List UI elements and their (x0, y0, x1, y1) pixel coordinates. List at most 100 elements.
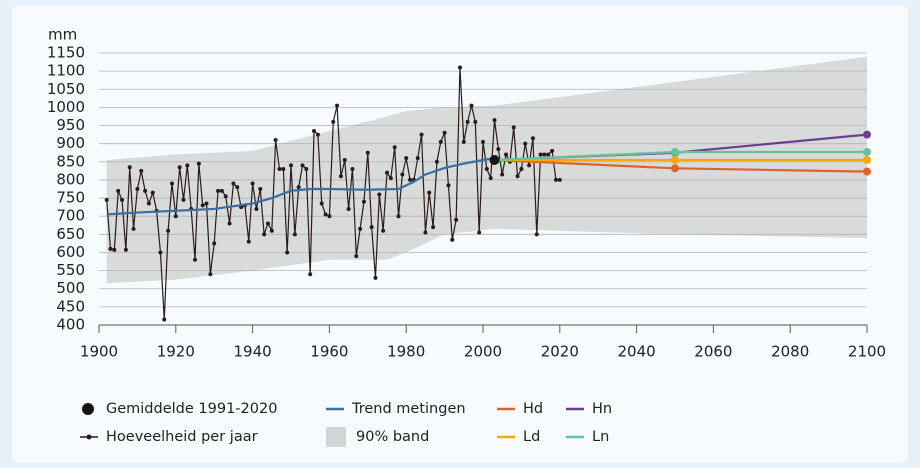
point (227, 221, 232, 226)
point (523, 141, 528, 146)
legend: Gemiddelde 1991-2020 Hoeveelheid per jaar… (80, 401, 612, 447)
legend-label: Ld (523, 429, 540, 445)
y-tick-label: 1150 (47, 44, 85, 62)
point (527, 163, 532, 168)
point (863, 167, 871, 176)
point (123, 247, 128, 252)
legend-label: Ln (592, 429, 609, 445)
point (150, 190, 155, 195)
point (223, 194, 228, 199)
point (388, 176, 393, 181)
point (365, 150, 370, 155)
y-tick-label: 600 (56, 243, 85, 261)
point (350, 167, 355, 172)
x-tick-label: 1940 (234, 343, 272, 361)
point (312, 128, 317, 133)
point (496, 147, 501, 152)
point (323, 212, 328, 217)
point (204, 201, 209, 206)
y-tick-label: 550 (56, 261, 85, 279)
legend-swatch (86, 434, 92, 440)
point (319, 201, 324, 206)
point (158, 250, 163, 255)
point (404, 156, 409, 161)
point (296, 185, 301, 190)
point (504, 152, 509, 157)
point (169, 181, 174, 186)
point (346, 206, 351, 211)
point (434, 159, 439, 164)
x-tick-label: 1960 (310, 343, 348, 361)
point (104, 197, 109, 202)
point (488, 176, 493, 181)
point (120, 197, 125, 202)
point (438, 139, 443, 144)
point (546, 152, 551, 157)
point (338, 174, 343, 179)
point (269, 228, 274, 233)
point (423, 230, 428, 235)
point (671, 148, 679, 157)
legend-label: Hd (523, 401, 543, 417)
point (289, 163, 293, 168)
point (358, 226, 363, 231)
point (396, 214, 401, 219)
point (231, 181, 236, 186)
point (258, 187, 263, 191)
point (542, 152, 547, 157)
point (331, 119, 336, 124)
point (254, 206, 259, 211)
point (454, 217, 459, 222)
y-tick-label: 850 (56, 152, 85, 170)
point (212, 241, 217, 246)
x-tick-label: 2060 (694, 343, 732, 361)
y-tick-label: 1000 (47, 98, 85, 116)
average-point (489, 154, 500, 165)
point (262, 232, 267, 237)
point (131, 226, 136, 231)
point (273, 138, 278, 143)
point (246, 239, 251, 244)
point (400, 172, 405, 177)
point (392, 145, 397, 150)
point (473, 119, 478, 124)
point (135, 187, 140, 191)
point (166, 228, 171, 233)
y-tick-label: 700 (56, 207, 85, 225)
legend-label: Gemiddelde 1991-2020 (106, 401, 277, 417)
point (354, 254, 359, 259)
point (419, 132, 424, 137)
point (492, 118, 497, 123)
point (431, 225, 436, 230)
x-tick-label: 2080 (771, 343, 809, 361)
point (196, 161, 201, 166)
point (127, 165, 132, 170)
x-tick-label: 1920 (157, 343, 195, 361)
point (143, 188, 148, 193)
point (315, 132, 320, 137)
point (177, 165, 182, 170)
point (427, 190, 432, 195)
point (139, 168, 144, 173)
y-tick-label: 900 (56, 134, 85, 152)
point (484, 167, 489, 172)
point (185, 163, 190, 168)
legend-swatch (82, 403, 94, 415)
y-tick-label: 650 (56, 225, 85, 243)
point (500, 172, 505, 177)
point (173, 214, 178, 219)
legend-label: Hn (592, 401, 612, 417)
point (442, 130, 447, 135)
point (342, 157, 347, 162)
y-tick-label: 1050 (47, 80, 85, 98)
point (557, 177, 562, 182)
point (469, 103, 474, 108)
point (146, 201, 151, 206)
y-tick-label: 500 (56, 279, 85, 297)
x-tick-label: 2040 (618, 343, 656, 361)
point (481, 139, 485, 144)
point (408, 177, 413, 182)
point (515, 174, 520, 179)
